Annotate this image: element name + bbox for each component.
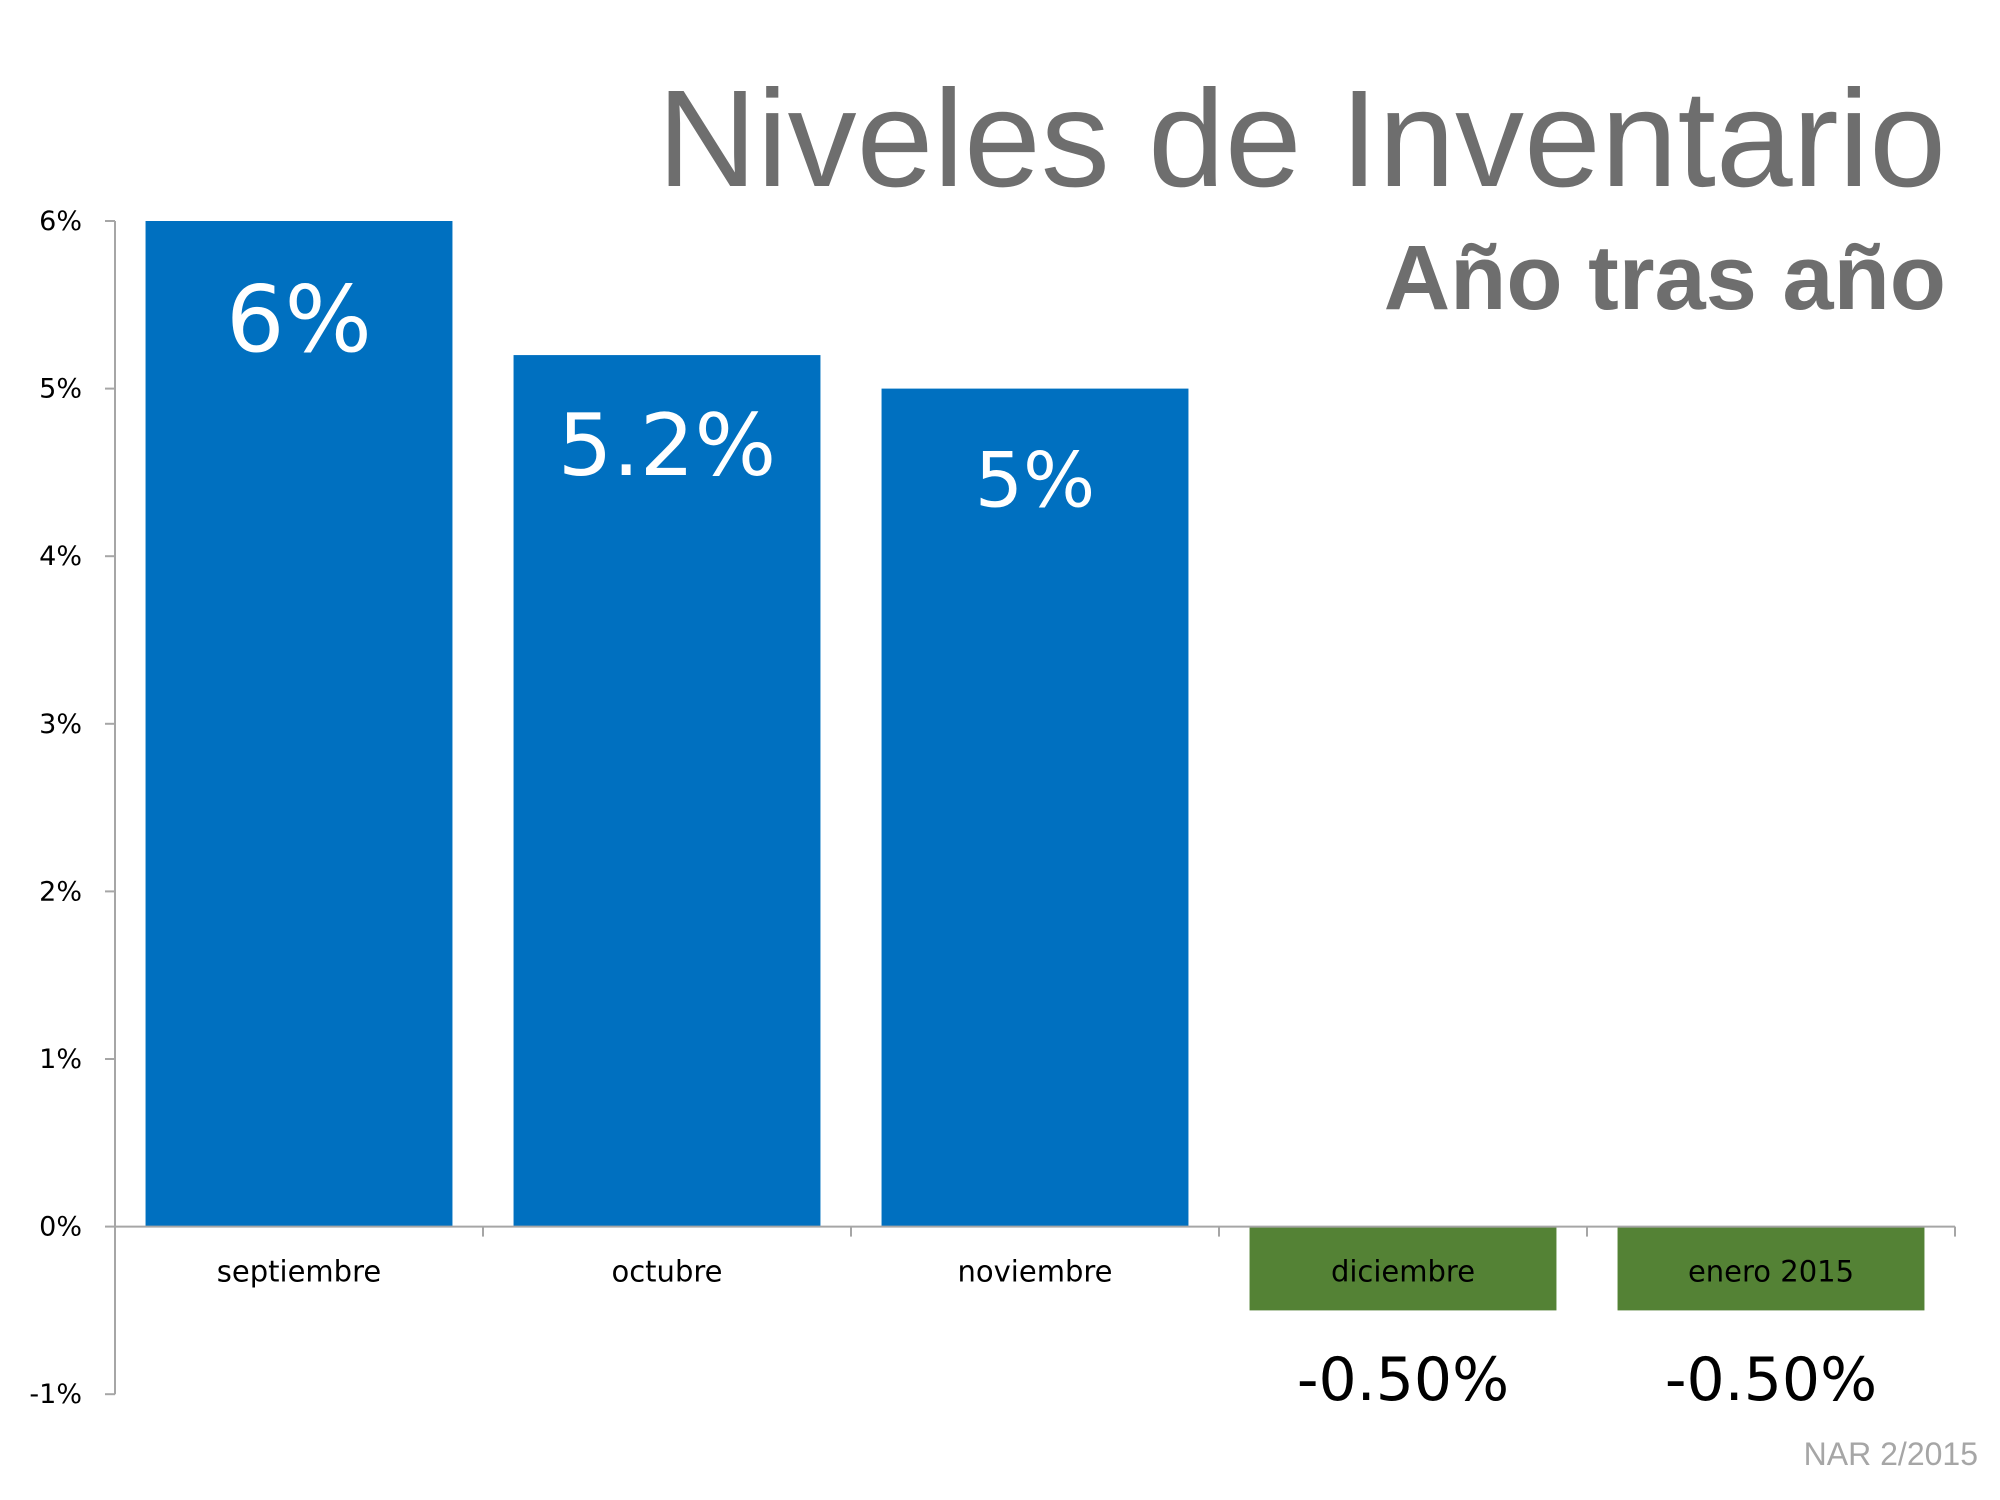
x-tick-label: octubre xyxy=(612,1255,723,1289)
x-tick-label: septiembre xyxy=(217,1255,381,1289)
chart-subtitle: Año tras año xyxy=(1383,227,1946,329)
bar-0 xyxy=(145,221,453,1227)
data-label: -0.50% xyxy=(1665,1345,1877,1415)
bar-3 xyxy=(1249,1226,1557,1311)
data-label: 6% xyxy=(226,266,372,373)
x-tick-label: enero 2015 xyxy=(1688,1255,1854,1289)
bar-4 xyxy=(1617,1226,1925,1311)
y-tick-label: 4% xyxy=(39,541,82,572)
bar-1 xyxy=(513,355,821,1227)
y-tick-label: 6% xyxy=(39,206,82,237)
x-tick-label: diciembre xyxy=(1331,1255,1475,1289)
y-tick-label: 2% xyxy=(39,876,82,907)
y-tick-label: 3% xyxy=(39,709,82,740)
y-tick-label: 1% xyxy=(39,1044,82,1075)
y-tick-label: -1% xyxy=(29,1379,82,1410)
x-tick-label: noviembre xyxy=(958,1255,1113,1289)
data-label: -0.50% xyxy=(1297,1345,1509,1415)
data-label: 5.2% xyxy=(558,396,777,496)
bar-2 xyxy=(881,388,1189,1227)
source-note: NAR 2/2015 xyxy=(1803,1436,1978,1472)
data-label: 5% xyxy=(975,436,1096,525)
y-tick-label: 5% xyxy=(39,374,82,405)
y-tick-label: 0% xyxy=(39,1212,82,1243)
chart-title: Niveles de Inventario xyxy=(657,62,1946,216)
